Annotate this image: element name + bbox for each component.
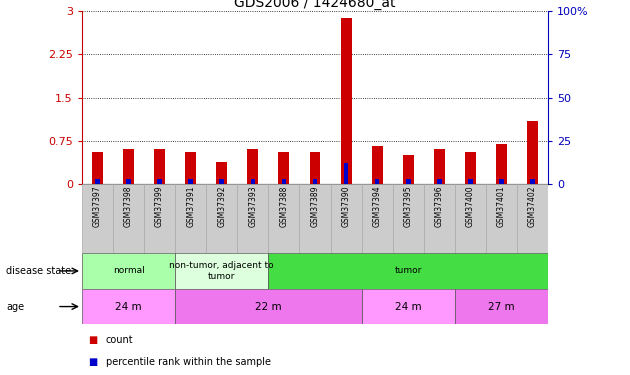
Bar bbox=[282, 178, 286, 184]
Bar bbox=[206, 184, 238, 253]
Bar bbox=[154, 149, 165, 184]
Bar bbox=[455, 289, 548, 324]
Bar bbox=[185, 152, 196, 184]
Text: 27 m: 27 m bbox=[488, 302, 515, 312]
Bar bbox=[375, 178, 379, 184]
Bar bbox=[403, 155, 414, 184]
Text: 22 m: 22 m bbox=[255, 302, 282, 312]
Bar bbox=[468, 178, 472, 184]
Bar bbox=[465, 152, 476, 184]
Bar bbox=[434, 149, 445, 184]
Bar bbox=[299, 184, 331, 253]
Bar bbox=[92, 152, 103, 184]
Text: GSM37390: GSM37390 bbox=[341, 186, 350, 228]
Text: GSM37394: GSM37394 bbox=[373, 186, 382, 228]
Text: non-tumor, adjacent to
tumor: non-tumor, adjacent to tumor bbox=[169, 261, 274, 280]
Bar bbox=[219, 178, 224, 184]
Bar bbox=[175, 289, 362, 324]
Bar bbox=[216, 162, 227, 184]
Bar bbox=[82, 253, 175, 289]
Bar bbox=[95, 178, 100, 184]
Bar bbox=[331, 184, 362, 253]
Bar bbox=[113, 184, 144, 253]
Bar bbox=[175, 253, 268, 289]
Text: GSM37401: GSM37401 bbox=[497, 186, 506, 227]
Bar bbox=[278, 152, 289, 184]
Bar bbox=[344, 163, 348, 184]
Text: 24 m: 24 m bbox=[395, 302, 421, 312]
Text: GSM37389: GSM37389 bbox=[311, 186, 319, 227]
Bar bbox=[437, 178, 442, 184]
Text: GSM37402: GSM37402 bbox=[528, 186, 537, 227]
Bar bbox=[341, 18, 352, 184]
Text: ■: ■ bbox=[88, 335, 98, 345]
Bar bbox=[372, 146, 382, 184]
Bar bbox=[123, 149, 134, 184]
Bar bbox=[144, 184, 175, 253]
Text: GSM37400: GSM37400 bbox=[466, 186, 475, 228]
Bar bbox=[82, 184, 113, 253]
Bar bbox=[82, 289, 175, 324]
Bar bbox=[362, 184, 392, 253]
Text: GSM37398: GSM37398 bbox=[124, 186, 133, 227]
Text: normal: normal bbox=[113, 266, 144, 275]
Title: GDS2006 / 1424680_at: GDS2006 / 1424680_at bbox=[234, 0, 396, 10]
Bar bbox=[362, 289, 455, 324]
Bar bbox=[309, 152, 321, 184]
Bar bbox=[268, 253, 548, 289]
Bar bbox=[496, 144, 507, 184]
Text: count: count bbox=[106, 335, 134, 345]
Bar bbox=[530, 178, 535, 184]
Text: percentile rank within the sample: percentile rank within the sample bbox=[106, 357, 271, 367]
Bar bbox=[455, 184, 486, 253]
Bar bbox=[175, 184, 206, 253]
Text: tumor: tumor bbox=[394, 266, 422, 275]
Bar bbox=[424, 184, 455, 253]
Bar bbox=[251, 178, 255, 184]
Bar bbox=[248, 149, 258, 184]
Text: GSM37399: GSM37399 bbox=[155, 186, 164, 228]
Text: ■: ■ bbox=[88, 357, 98, 367]
Bar bbox=[486, 184, 517, 253]
Bar bbox=[392, 184, 424, 253]
Text: GSM37393: GSM37393 bbox=[248, 186, 257, 228]
Bar bbox=[499, 178, 504, 184]
Bar bbox=[268, 184, 299, 253]
Bar bbox=[238, 184, 268, 253]
Bar bbox=[406, 178, 411, 184]
Bar bbox=[126, 178, 131, 184]
Text: GSM37396: GSM37396 bbox=[435, 186, 444, 228]
Text: disease state: disease state bbox=[6, 266, 71, 276]
Bar bbox=[527, 120, 538, 184]
Bar bbox=[517, 184, 548, 253]
Text: GSM37388: GSM37388 bbox=[280, 186, 289, 227]
Text: 24 m: 24 m bbox=[115, 302, 142, 312]
Text: GSM37397: GSM37397 bbox=[93, 186, 102, 228]
Bar bbox=[158, 178, 162, 184]
Text: age: age bbox=[6, 302, 25, 312]
Bar bbox=[188, 178, 193, 184]
Text: GSM37391: GSM37391 bbox=[186, 186, 195, 227]
Text: GSM37395: GSM37395 bbox=[404, 186, 413, 228]
Text: GSM37392: GSM37392 bbox=[217, 186, 226, 227]
Bar bbox=[312, 178, 318, 184]
